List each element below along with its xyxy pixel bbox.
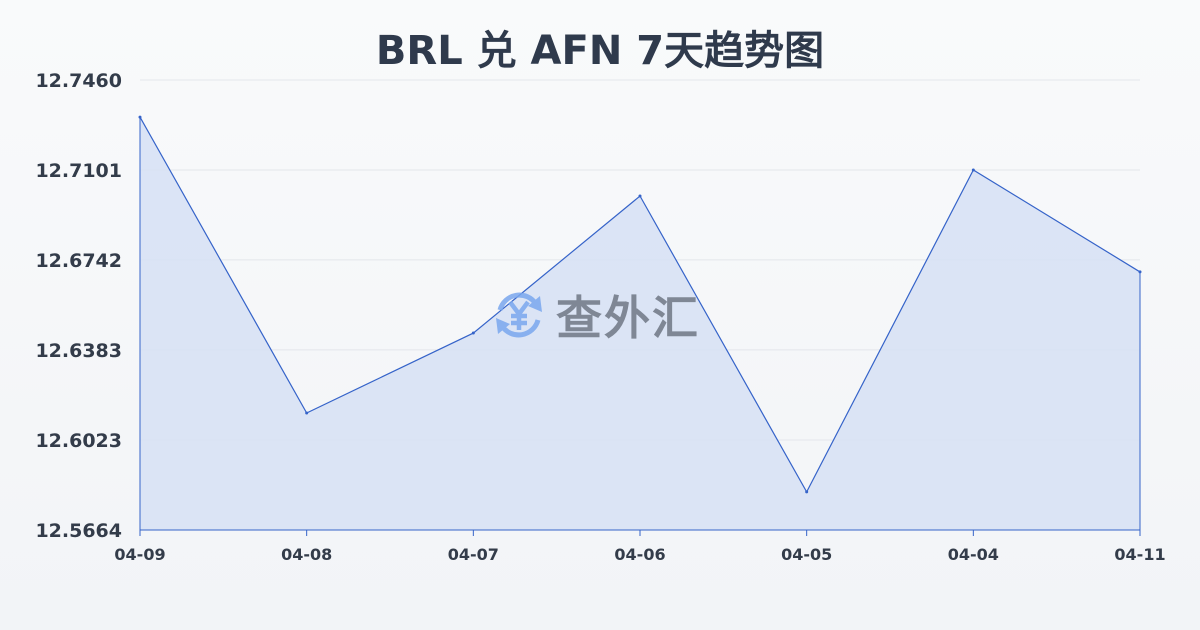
y-tick-label: 12.7460 [35, 70, 122, 92]
data-point [638, 194, 642, 198]
x-tick-label: 04-08 [281, 545, 332, 564]
x-tick-label: 04-07 [448, 545, 499, 564]
y-tick-label: 12.6383 [35, 340, 122, 362]
x-tick-label: 04-06 [614, 545, 665, 564]
y-tick-label: 12.7101 [35, 160, 122, 182]
watermark: 查外汇 [490, 282, 700, 348]
yen-exchange-icon [496, 292, 542, 338]
data-point [971, 168, 975, 172]
area-fill [140, 117, 1140, 531]
x-tick-label: 04-11 [1114, 545, 1165, 564]
chart-title: BRL 兑 AFN 7天趋势图 [375, 28, 825, 74]
x-tick-label: 04-04 [948, 545, 999, 564]
y-tick-label: 12.6742 [35, 250, 122, 272]
y-tick-label: 12.5664 [35, 520, 122, 542]
data-point [471, 331, 475, 335]
x-tick-label: 04-09 [114, 545, 165, 564]
data-point [805, 490, 809, 494]
x-tick-label: 04-05 [781, 545, 832, 564]
data-point [305, 411, 309, 415]
data-point [138, 115, 142, 119]
data-point [1138, 270, 1142, 274]
y-tick-label: 12.6023 [35, 430, 122, 452]
watermark-text: 查外汇 [556, 291, 700, 345]
